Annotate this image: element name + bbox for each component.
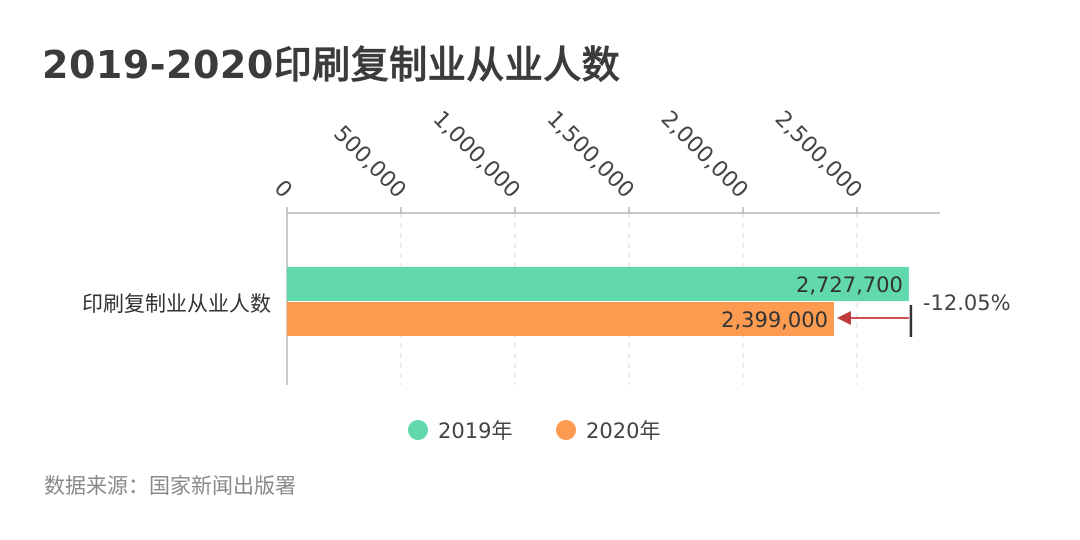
chart-title: 2019-2020印刷复制业从业人数 [42,43,621,87]
data-source: 数据来源：国家新闻出版署 [44,474,296,498]
change-percent-label: -12.05% [923,291,1011,315]
legend-label: 2020年 [586,419,660,443]
category-label: 印刷复制业从业人数 [82,292,271,316]
legend-label: 2019年 [438,419,512,443]
x-tick-label: 2,500,000 [770,106,867,203]
data-label: 2,399,000 [721,308,828,332]
bar-2020 [287,302,834,336]
grid-lines [400,213,858,385]
legend-marker [556,420,576,440]
legend: 2019年 2020年 [408,419,660,443]
bar-2019 [287,267,909,301]
x-tick-label: 1,000,000 [428,106,525,203]
x-tick-label: 500,000 [328,121,410,203]
data-label: 2,727,700 [796,273,903,297]
change-annotation: -12.05% [836,291,1011,337]
legend-marker [408,420,428,440]
x-axis: 0 500,000 1,000,000 1,500,000 2,000,000 2,500… [269,106,940,385]
bars [287,267,909,336]
x-tick-label: 1,500,000 [542,106,639,203]
x-tick-label: 2,000,000 [656,106,753,203]
data-labels: 印刷复制业从业人数 2,727,700 2,399,000 [82,273,903,332]
x-tick-label: 0 [269,176,297,204]
change-arrow-head [836,311,851,325]
